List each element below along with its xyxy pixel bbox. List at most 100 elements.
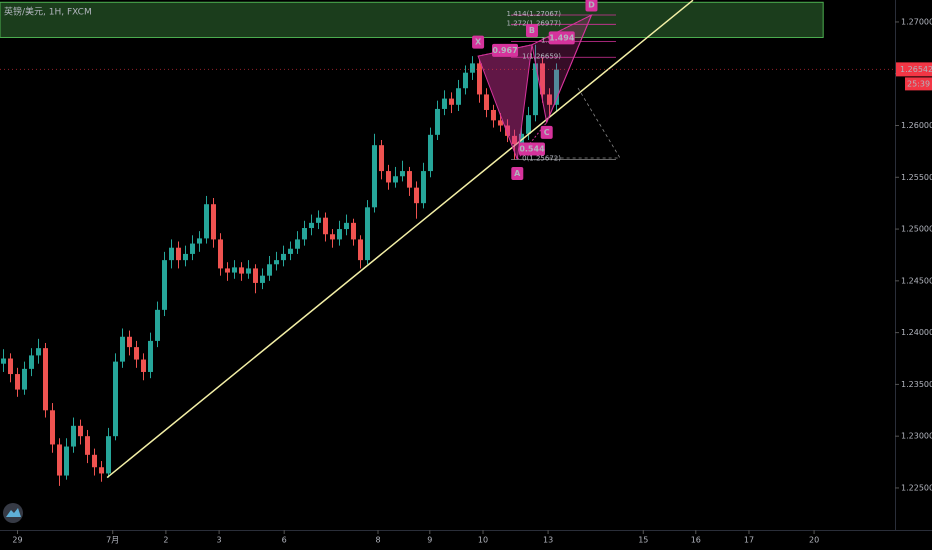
x-tick-label: 10: [478, 536, 488, 545]
candle-body: [0, 358, 6, 364]
candle-body: [217, 239, 223, 269]
fib-level-label: 1.272(1.26977): [507, 19, 562, 27]
candle-body: [147, 340, 153, 372]
fib-level-label: 1(1.26659): [522, 52, 561, 60]
x-tick-label: 9: [427, 536, 432, 545]
candle-body: [112, 361, 118, 437]
candle-body: [434, 108, 440, 135]
candle-body: [245, 268, 251, 274]
candle-body: [238, 267, 244, 274]
candle-body: [420, 171, 426, 204]
y-tick-label: 1.22500: [901, 483, 932, 492]
candle-body: [210, 204, 216, 240]
candle-body: [455, 88, 461, 105]
candle-body: [273, 260, 279, 265]
candle-body: [315, 217, 321, 223]
candle-body: [371, 145, 377, 208]
y-tick-label: 1.24000: [901, 328, 932, 337]
x-tick-label: 16: [691, 536, 701, 545]
y-tick-label: 1.25000: [901, 225, 932, 234]
candle-body: [189, 243, 195, 254]
ratio-label: 1.494: [549, 33, 575, 42]
candle-body: [98, 467, 104, 474]
plot: 1.414(1.27067)1.272(1.26977)1.2071(1.266…: [0, 0, 895, 486]
ratio-label-box: [518, 142, 545, 156]
y-tick-label: 1.23000: [901, 432, 932, 441]
candle-body: [154, 309, 160, 341]
candle-body: [532, 63, 538, 116]
candle-body: [357, 239, 363, 261]
candle-body: [105, 436, 111, 474]
candle-body: [336, 229, 342, 240]
candle-body: [329, 234, 335, 240]
point-label-box: [525, 24, 538, 38]
candle-body: [168, 247, 174, 261]
candle-body: [490, 109, 496, 121]
x-tick-label: 2: [163, 536, 168, 545]
candle-body: [441, 98, 447, 109]
candle-body: [322, 217, 328, 235]
candle-body: [350, 222, 356, 240]
candle-body: [392, 176, 398, 183]
candle-body: [161, 260, 167, 310]
x-tick-label: 7月: [106, 536, 119, 545]
symbol-label: 英镑/美元, 1H, FXCM: [4, 6, 92, 18]
candle-body: [385, 171, 391, 183]
last-price-box: [896, 62, 932, 77]
pattern-diagonal: [477, 44, 533, 57]
candle-body: [294, 239, 300, 249]
candle-body: [518, 133, 524, 145]
y-tick-label: 1.23500: [901, 380, 932, 389]
last-price-label: 1.26542: [900, 65, 932, 74]
candle-body: [70, 425, 76, 447]
y-tick-label: 1.27000: [901, 17, 932, 26]
candle-body: [343, 222, 349, 230]
point-label-box: [511, 166, 524, 180]
candle-body: [56, 444, 62, 476]
point-label-box: [585, 0, 598, 12]
y-tick-label: 1.26000: [901, 121, 932, 130]
candle-body: [280, 253, 286, 261]
candle-body: [133, 347, 139, 360]
candle-body: [119, 336, 125, 362]
point-label: B: [529, 26, 535, 35]
candle-body: [63, 446, 69, 476]
candle-body: [539, 63, 545, 95]
candle-body: [231, 267, 237, 273]
point-label: D: [588, 1, 595, 10]
x-tick-label: 29: [12, 536, 22, 545]
candle-body: [14, 374, 20, 390]
x-tick-label: 8: [375, 536, 380, 545]
candle-body: [49, 410, 55, 445]
x-tick-label: 3: [217, 536, 222, 545]
y-tick-label: 1.25500: [901, 173, 932, 182]
point-label: C: [544, 128, 550, 137]
candle-body: [42, 348, 48, 411]
candle-body: [91, 454, 97, 468]
y-tick-label: 1.24500: [901, 276, 932, 285]
point-label-box: [472, 35, 485, 49]
candle-body: [497, 120, 503, 126]
candle-body: [126, 336, 132, 348]
candle-body: [35, 348, 41, 356]
point-label: X: [475, 38, 482, 47]
candle-body: [259, 275, 265, 283]
candle-body: [196, 238, 202, 244]
candle-body: [21, 368, 27, 390]
point-label: A: [514, 169, 521, 178]
trendline: [106, 0, 694, 479]
fib-level-label: 1.414(1.27067): [507, 10, 562, 18]
candle-body: [406, 171, 412, 188]
candle-body: [140, 359, 146, 372]
ratio-label-box: [548, 31, 575, 45]
candle-body: [546, 94, 552, 105]
candle-body: [476, 63, 482, 95]
ratio-label-box: [492, 43, 519, 57]
candle-body: [378, 145, 384, 172]
candle-body: [203, 204, 209, 239]
pattern-leg: [546, 14, 592, 123]
candle-body: [84, 436, 90, 455]
